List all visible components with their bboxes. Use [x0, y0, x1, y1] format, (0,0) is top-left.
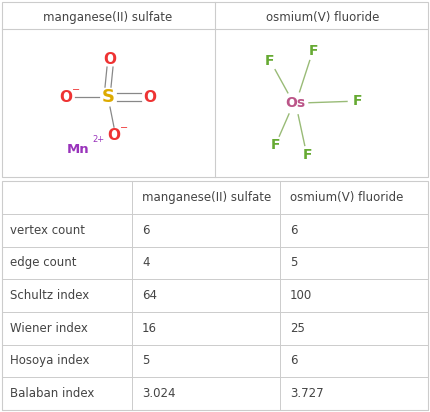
Text: 100: 100 [290, 289, 312, 302]
Text: 3.024: 3.024 [142, 387, 175, 400]
Text: −: − [120, 123, 128, 133]
Text: 2+: 2+ [92, 135, 104, 144]
Text: 5: 5 [142, 354, 149, 368]
Text: 25: 25 [290, 322, 305, 335]
Text: F: F [302, 148, 312, 162]
Text: edge count: edge count [10, 256, 77, 269]
Text: Os: Os [285, 96, 305, 110]
Text: 64: 64 [142, 289, 157, 302]
Text: F: F [265, 54, 275, 68]
Text: S: S [101, 88, 114, 106]
Text: 6: 6 [290, 224, 298, 237]
Text: osmium(V) fluoride: osmium(V) fluoride [290, 191, 403, 204]
Text: O: O [144, 90, 157, 105]
Text: Schultz index: Schultz index [10, 289, 89, 302]
Text: 3.727: 3.727 [290, 387, 324, 400]
Text: Mn: Mn [67, 143, 89, 156]
Text: O: O [108, 128, 120, 143]
Text: Wiener index: Wiener index [10, 322, 88, 335]
Text: 6: 6 [290, 354, 298, 368]
Text: F: F [308, 44, 318, 58]
Text: −: − [72, 85, 80, 95]
Text: manganese(II) sulfate: manganese(II) sulfate [142, 191, 271, 204]
Text: Balaban index: Balaban index [10, 387, 94, 400]
Text: F: F [270, 138, 280, 152]
Text: manganese(II) sulfate: manganese(II) sulfate [43, 11, 172, 23]
Text: Hosoya index: Hosoya index [10, 354, 89, 368]
Text: 4: 4 [142, 256, 150, 269]
Text: 6: 6 [142, 224, 150, 237]
Text: O: O [59, 90, 73, 105]
Text: vertex count: vertex count [10, 224, 85, 237]
Text: F: F [352, 94, 362, 108]
Text: 5: 5 [290, 256, 298, 269]
Text: O: O [104, 52, 117, 67]
Text: osmium(V) fluoride: osmium(V) fluoride [266, 11, 380, 23]
Text: 16: 16 [142, 322, 157, 335]
